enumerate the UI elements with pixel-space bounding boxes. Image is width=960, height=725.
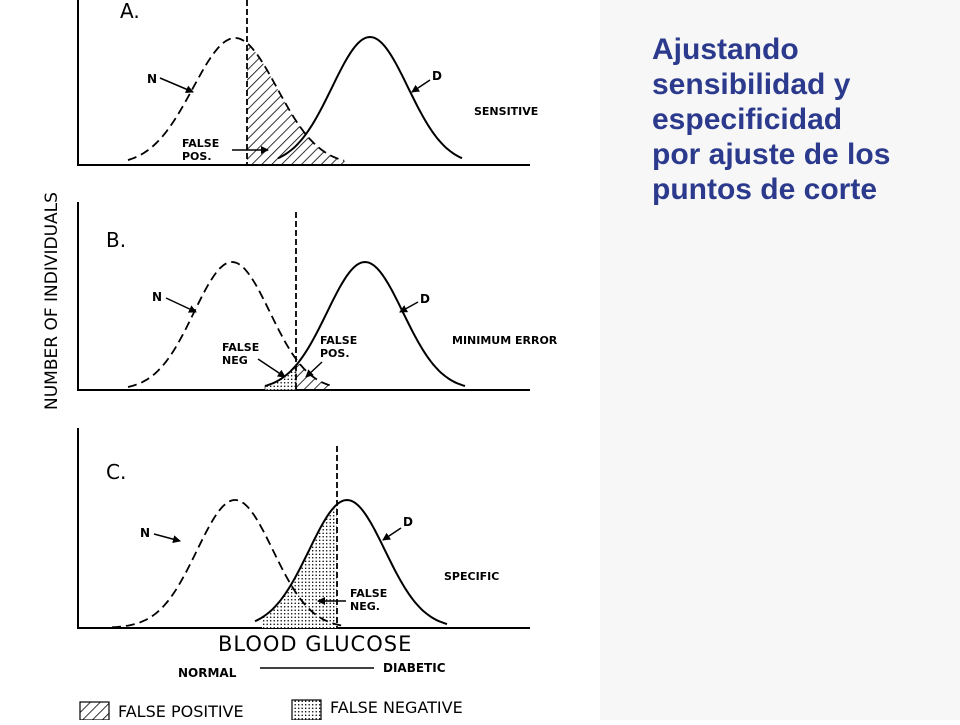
panel-a: A. N D SENSITIVE FALSE POS. bbox=[77, 0, 538, 166]
x-axis-title: BLOOD GLUCOSE bbox=[218, 632, 412, 656]
panel-c-diabetic-label: D bbox=[403, 515, 413, 529]
title-line: Ajustando bbox=[652, 33, 799, 66]
title-line: por ajuste de los bbox=[652, 138, 891, 171]
legend-hatch-swatch bbox=[79, 701, 110, 721]
panel-b-diabetic-curve bbox=[264, 260, 466, 387]
title-line: especificidad bbox=[652, 103, 843, 136]
cutoff-diagram: NUMBER OF INDIVIDUALS A. N D SENSITIVE F… bbox=[42, 0, 558, 721]
panel-a-false-pos-label: FALSE bbox=[182, 137, 219, 150]
panel-c-false-neg-label-2: NEG. bbox=[350, 600, 380, 613]
panel-c-normal-label: N bbox=[140, 526, 150, 540]
panel-b: B. N D MINIMUM ERROR FALSE NEG FALSE POS… bbox=[77, 202, 558, 391]
panel-a-axis bbox=[77, 0, 530, 166]
panel-b-false-positive-region bbox=[296, 359, 332, 390]
panel-a-false-pos-label-2: POS. bbox=[182, 150, 212, 163]
panel-c-letter: C. bbox=[106, 460, 126, 484]
panel-b-false-neg-label: FALSE bbox=[222, 341, 259, 354]
panel-b-false-neg-arrow bbox=[257, 358, 286, 378]
panel-c-normal-arrow bbox=[153, 533, 181, 544]
panel-a-condition: SENSITIVE bbox=[474, 105, 538, 118]
y-axis-title: NUMBER OF INDIVIDUALS bbox=[42, 192, 62, 410]
panel-c-diabetic-curve bbox=[254, 498, 448, 625]
text-panel: Ajustando sensibilidad y especificidad p… bbox=[600, 0, 960, 720]
panel-b-diabetic-arrow bbox=[399, 301, 419, 313]
panel-a-diabetic-curve bbox=[277, 35, 463, 160]
panel-b-false-pos-label: FALSE bbox=[320, 334, 357, 347]
panel-b-diabetic-label: D bbox=[420, 292, 430, 306]
panel-b-normal-curve bbox=[127, 261, 335, 388]
panel-c-normal-curve bbox=[111, 499, 345, 629]
slide-title: Ajustando sensibilidad y especificidad p… bbox=[652, 32, 952, 207]
x-axis-left-label: NORMAL bbox=[178, 666, 237, 680]
panel-b-false-neg-label-2: NEG bbox=[222, 354, 248, 367]
legend: FALSE POSITIVE FALSE NEGATIVE bbox=[79, 698, 463, 721]
panel-a-false-positive-region bbox=[247, 43, 345, 165]
panel-c-condition: SPECIFIC bbox=[444, 570, 499, 583]
panel-c-false-neg-label: FALSE bbox=[350, 587, 387, 600]
panel-b-condition: MINIMUM ERROR bbox=[452, 334, 558, 347]
panel-c: C. N D SPECIFIC FALSE NEG. bbox=[77, 428, 530, 629]
panel-b-axis bbox=[77, 202, 530, 391]
cutoff-figure: NUMBER OF INDIVIDUALS A. N D SENSITIVE F… bbox=[42, 0, 558, 721]
panel-a-normal-label: N bbox=[147, 72, 157, 86]
panel-b-false-pos-arrow bbox=[305, 361, 323, 378]
panel-a-normal-curve bbox=[127, 37, 345, 162]
panel-a-letter: A. bbox=[120, 0, 140, 23]
title-line: puntos de corte bbox=[652, 173, 878, 206]
x-axis-right-label: DIABETIC bbox=[383, 661, 446, 675]
panel-b-false-pos-label-2: POS. bbox=[320, 347, 350, 360]
panel-b-normal-arrow bbox=[165, 297, 197, 313]
legend-dots-swatch bbox=[291, 699, 322, 721]
title-line: sensibilidad y bbox=[652, 68, 851, 101]
panel-b-letter: B. bbox=[106, 228, 126, 252]
panel-a-diabetic-label: D bbox=[432, 69, 442, 83]
panel-b-normal-label: N bbox=[152, 290, 162, 304]
panel-c-axis bbox=[77, 428, 530, 629]
panel-c-diabetic-arrow bbox=[382, 527, 402, 541]
legend-false-negative: FALSE NEGATIVE bbox=[330, 698, 463, 717]
panel-a-normal-arrow bbox=[159, 77, 194, 93]
legend-false-positive: FALSE POSITIVE bbox=[118, 702, 244, 720]
panel-a-diabetic-arrow bbox=[411, 79, 431, 93]
